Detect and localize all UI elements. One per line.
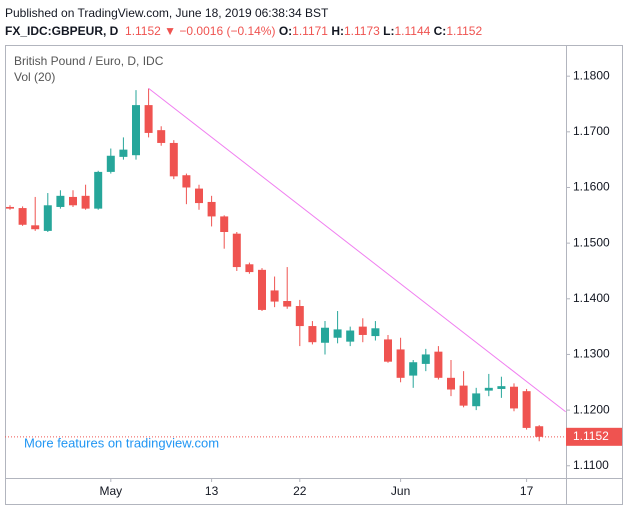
candle-body [56,195,65,207]
o-label: O: [278,24,293,38]
h-value: 1.1173 [344,24,380,38]
pane-border [5,45,623,505]
c-label: C: [433,24,447,38]
annotation: More features on tradingview.com [24,435,219,450]
candle-body [295,306,304,327]
candle-body [447,377,455,390]
candle-body [169,142,178,177]
y-tick-label: 1.1400 [573,291,610,305]
candle-body [207,201,216,217]
candle-body [472,393,481,407]
x-tick-label: May [99,484,122,498]
trendline [148,88,566,413]
candle-body [195,188,203,204]
quote-line: FX_IDC:GBPEUR, D 1.1152 ▼ −0.0016 (−0.14… [5,22,482,40]
o-value: 1.1171 [292,24,328,38]
candle-body [358,326,367,335]
candle-body [535,426,544,437]
last: 1.1152 [125,24,161,38]
change: −0.0016 (−0.14%) [179,24,276,38]
candle-body [232,233,241,268]
candle-body [144,105,153,133]
candle-body [321,327,329,343]
candle-body [396,349,405,378]
published: Published on TradingView.com, June 18, 2… [5,6,329,20]
y-tick-label: 1.1800 [573,68,610,82]
candle-body [182,175,191,188]
h-label: H: [331,24,344,38]
candle-body [245,264,254,273]
candle-body [333,329,342,338]
candle-body [522,391,531,428]
l-value: 1.1144 [394,24,431,38]
candle-body [384,339,392,362]
symbol: FX_IDC:GBPEUR, D [5,24,119,38]
candle-body [497,386,506,389]
candle-body [484,387,493,391]
candle-body [81,195,90,209]
candle-body [6,206,14,209]
candle-body [220,216,229,233]
y-tick-label: 1.1700 [573,124,610,138]
x-tick-label: Jun [391,484,410,498]
candle-body [510,386,518,409]
chart-title: British Pound / Euro, D, IDC [14,54,164,68]
header: Published on TradingView.com, June 18, 2… [5,4,482,40]
candle-body [283,301,292,307]
candle-body [31,225,40,230]
volume-label: Vol (20) [14,70,55,84]
candle-body [132,105,140,156]
candle-body [94,171,103,209]
candle-body [69,196,77,206]
candle-body [308,326,317,343]
candle-body [346,330,355,342]
arrow: ▼ [164,24,177,38]
last-price-box [566,427,622,446]
candle-body [106,155,115,172]
candle-body [18,208,27,225]
candle-body [371,328,380,337]
candle-body [119,149,128,157]
candle-body [157,130,166,143]
y-tick-label: 1.1200 [573,402,610,416]
candle-body [459,385,468,406]
x-tick-label: 13 [205,484,219,498]
candle-body [258,269,266,310]
candle-body [43,205,52,231]
x-tick-label: 22 [293,484,307,498]
x-tick-label: 17 [520,484,534,498]
l-label: L: [383,24,395,38]
last-price-label: 1.1152 [573,429,609,443]
y-tick-label: 1.1100 [573,458,609,472]
candle-body [434,351,443,378]
y-tick-label: 1.1500 [573,235,610,249]
candle-body [270,290,279,302]
c-value: 1.1152 [446,24,483,38]
candle-body [421,354,430,364]
candle-body [409,362,418,376]
y-tick-label: 1.1300 [573,347,610,361]
y-tick-label: 1.1600 [573,180,610,194]
